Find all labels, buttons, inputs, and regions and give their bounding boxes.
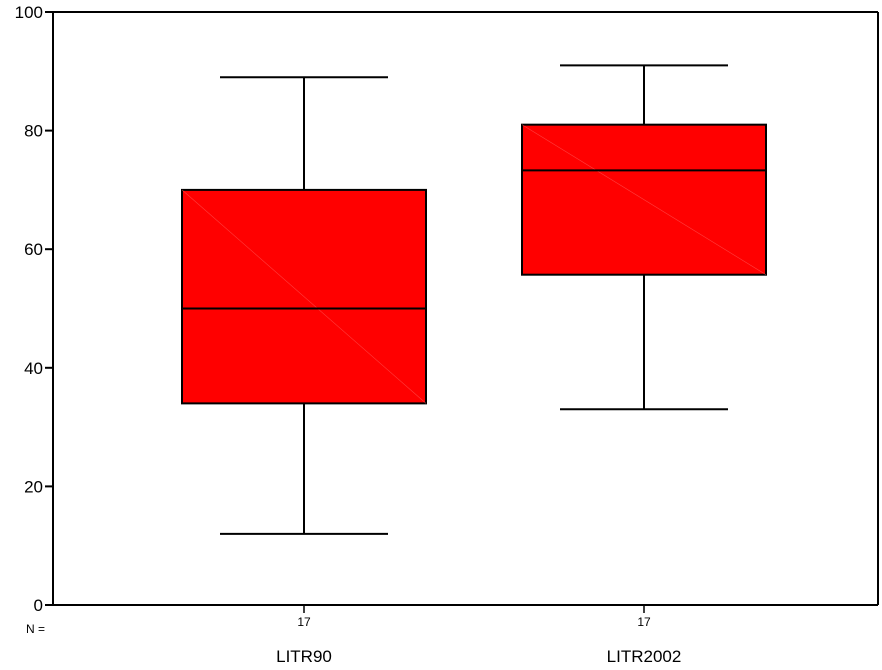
box-diagonal-shading	[181, 189, 427, 404]
y-tick-label: 40	[24, 359, 43, 378]
axes	[45, 11, 879, 613]
n-prefix-label: N =	[26, 622, 45, 636]
y-tick-label: 20	[24, 477, 43, 496]
n-count-label: 17	[637, 615, 651, 629]
x-category-label: LITR2002	[607, 647, 682, 666]
y-tick-label: 100	[15, 3, 43, 22]
x-category-label: LITR90	[276, 647, 332, 666]
box-group	[181, 64, 767, 535]
n-count-label: 17	[297, 615, 311, 629]
label-group: 0 20 40 60 80 100 N = 17 LITR90 17 LITR2002	[15, 3, 682, 666]
y-tick-label: 0	[34, 596, 43, 615]
y-tick-label: 80	[24, 122, 43, 141]
box-diagonal-shading	[521, 124, 767, 275]
y-tick-label: 60	[24, 240, 43, 259]
